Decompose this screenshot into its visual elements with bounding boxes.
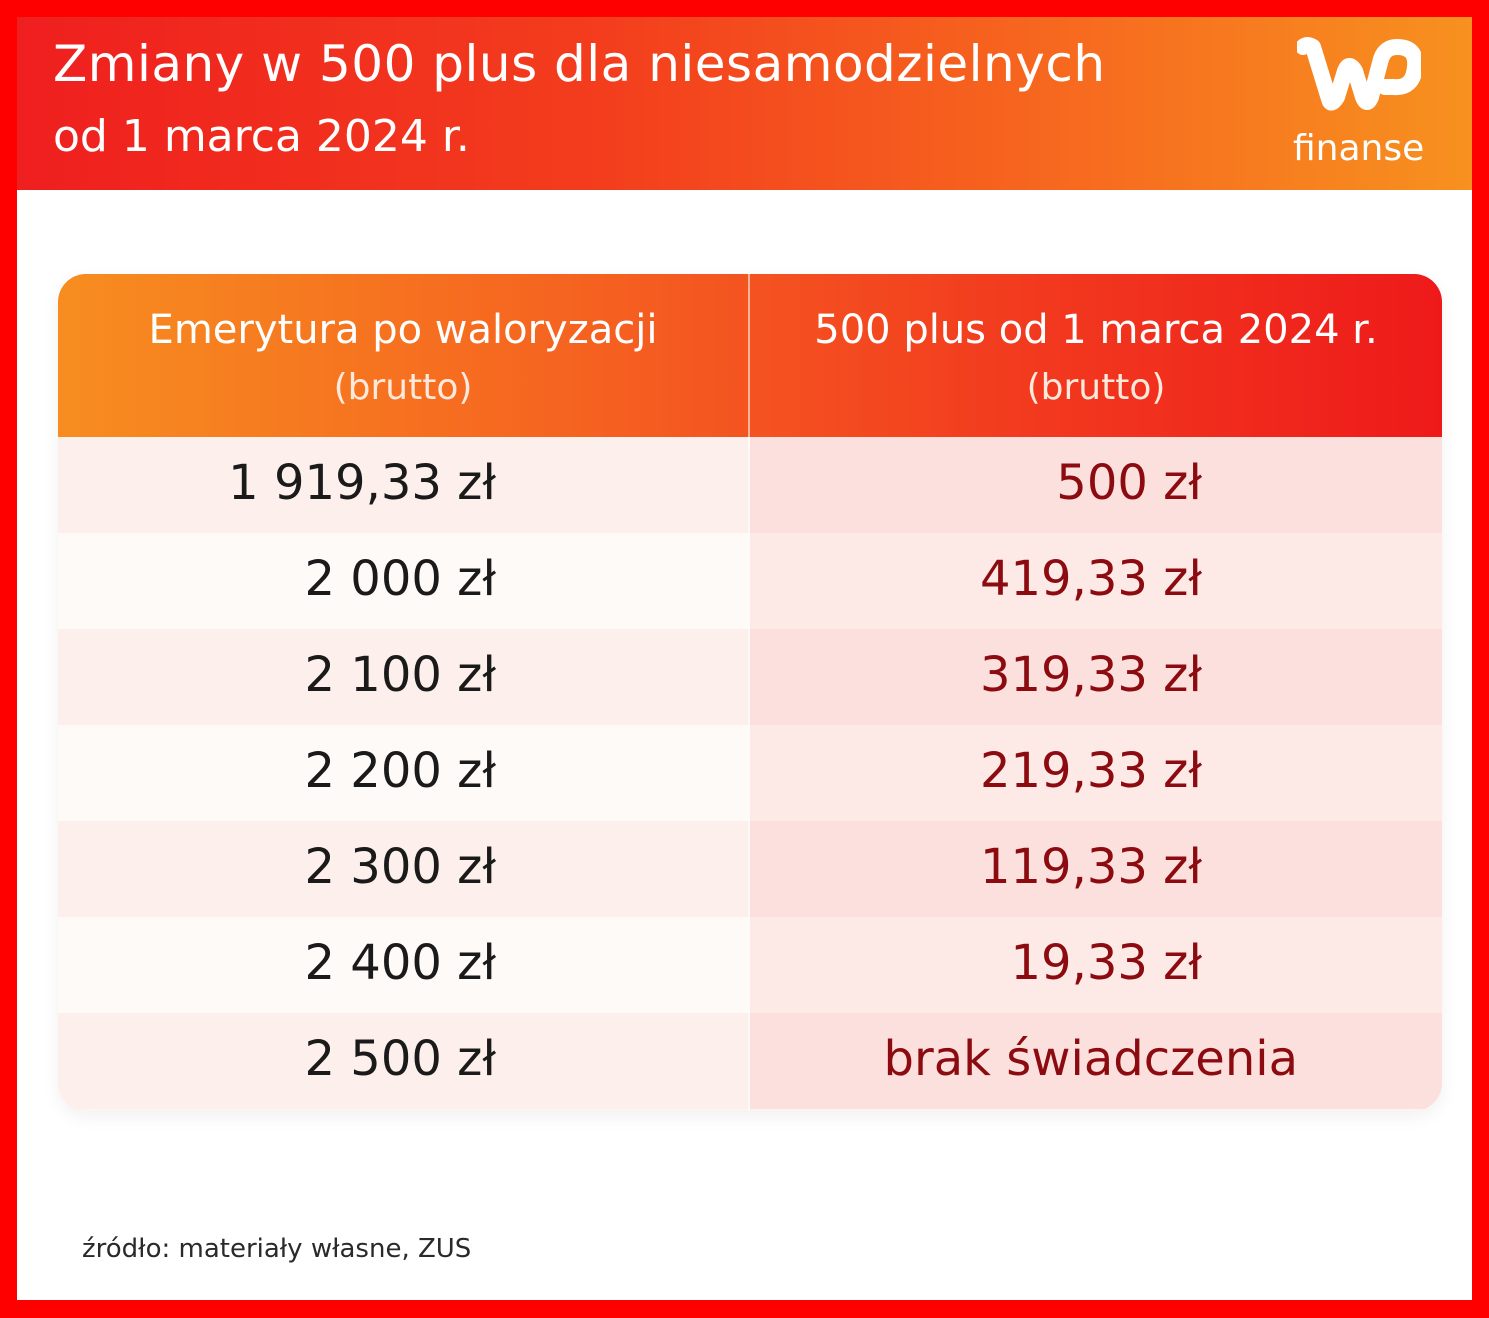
- pension-value: 2 400 zł: [304, 935, 496, 991]
- column-header-sublabel: (brutto): [1026, 367, 1166, 408]
- benefit-value: 419,33 zł: [979, 551, 1202, 607]
- benefit-cell: 319,33 zł: [750, 629, 1442, 725]
- benefit-cell: 219,33 zł: [750, 725, 1442, 821]
- benefit-table: Emerytura po waloryzacji (brutto) 500 pl…: [58, 274, 1442, 1111]
- column-header-label: 500 plus od 1 marca 2024 r.: [814, 307, 1378, 353]
- page-title: Zmiany w 500 plus dla niesamodzielnych: [53, 35, 1106, 93]
- table-row: 2 200 zł 219,33 zł: [58, 725, 1442, 821]
- table-row: 2 100 zł 319,33 zł: [58, 629, 1442, 725]
- table-row: 2 400 zł 19,33 zł: [58, 917, 1442, 1013]
- pension-cell: 2 500 zł: [58, 1013, 748, 1109]
- pension-cell: 2 000 zł: [58, 533, 748, 629]
- benefit-cell: brak świadczenia: [750, 1013, 1442, 1109]
- header-banner: Zmiany w 500 plus dla niesamodzielnych o…: [17, 17, 1472, 190]
- benefit-value: 219,33 zł: [979, 743, 1202, 799]
- column-header-pension: Emerytura po waloryzacji (brutto): [58, 274, 748, 437]
- table-body: 1 919,33 zł 500 zł 2 000 zł 419,33 zł 2 …: [58, 437, 1442, 1109]
- pension-value: 2 500 zł: [304, 1031, 496, 1087]
- benefit-value: 119,33 zł: [979, 839, 1202, 895]
- benefit-cell: 119,33 zł: [750, 821, 1442, 917]
- pension-value: 2 000 zł: [304, 551, 496, 607]
- column-divider: [748, 274, 750, 1111]
- benefit-cell: 419,33 zł: [750, 533, 1442, 629]
- column-header-label: Emerytura po waloryzacji: [148, 307, 658, 353]
- pension-cell: 2 300 zł: [58, 821, 748, 917]
- pension-cell: 2 100 zł: [58, 629, 748, 725]
- pension-cell: 1 919,33 zł: [58, 437, 748, 533]
- benefit-value: 19,33 zł: [1010, 935, 1202, 991]
- table-row: 2 000 zł 419,33 zł: [58, 533, 1442, 629]
- benefit-value: 500 zł: [1056, 455, 1202, 511]
- pension-value: 1 919,33 zł: [228, 455, 496, 511]
- pension-cell: 2 400 zł: [58, 917, 748, 1013]
- table-row: 2 500 zł brak świadczenia: [58, 1013, 1442, 1109]
- pension-value: 2 300 zł: [304, 839, 496, 895]
- benefit-cell: 19,33 zł: [750, 917, 1442, 1013]
- benefit-value: 319,33 zł: [979, 647, 1202, 703]
- pension-value: 2 100 zł: [304, 647, 496, 703]
- table-row: 2 300 zł 119,33 zł: [58, 821, 1442, 917]
- column-header-sublabel: (brutto): [333, 367, 473, 408]
- benefit-cell: 500 zł: [750, 437, 1442, 533]
- infographic-frame: Zmiany w 500 plus dla niesamodzielnych o…: [17, 17, 1472, 1300]
- column-header-benefit: 500 plus od 1 marca 2024 r. (brutto): [750, 274, 1442, 437]
- table-row: 1 919,33 zł 500 zł: [58, 437, 1442, 533]
- source-note: źródło: materiały własne, ZUS: [82, 1234, 472, 1264]
- page-subtitle: od 1 marca 2024 r.: [53, 111, 470, 162]
- logo-text: finanse: [1293, 128, 1425, 169]
- table-header: Emerytura po waloryzacji (brutto) 500 pl…: [58, 274, 1442, 437]
- pension-value: 2 200 zł: [304, 743, 496, 799]
- wp-finanse-logo: finanse: [1289, 33, 1439, 167]
- pension-cell: 2 200 zł: [58, 725, 748, 821]
- wp-logo-icon: [1297, 37, 1421, 111]
- benefit-value: brak świadczenia: [883, 1031, 1298, 1087]
